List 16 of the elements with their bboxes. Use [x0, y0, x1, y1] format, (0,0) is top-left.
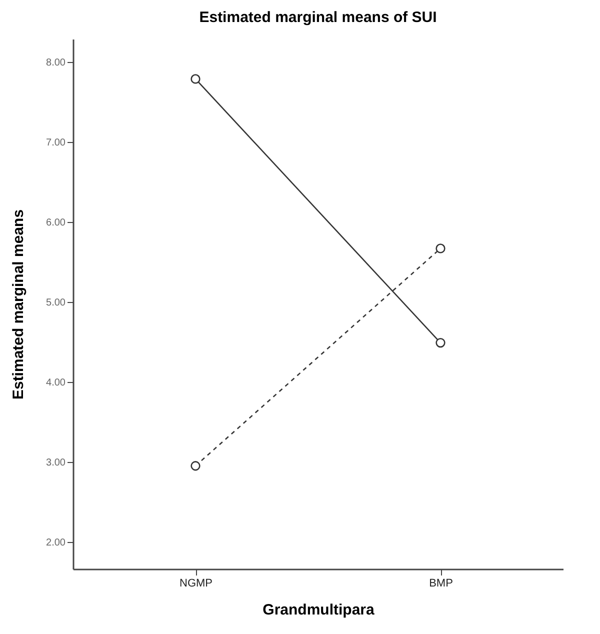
chart-title: Estimated marginal means of SUI [199, 9, 437, 26]
y-tick-label: 8.00 [46, 58, 66, 69]
point [436, 338, 446, 348]
point [190, 74, 200, 84]
y-tick-label: 7.00 [46, 138, 66, 149]
y-tick-label: 2.00 [46, 537, 66, 548]
point [190, 461, 200, 471]
y-axis-title: Estimated marginal means [10, 209, 28, 400]
y-tick-label: 5.00 [46, 298, 66, 308]
x-tick-label: BMP [429, 578, 453, 590]
y-tick-label: 6.00 [46, 218, 66, 229]
y-tick-label: 3.00 [46, 457, 66, 468]
point [436, 244, 446, 254]
x-axis-title: Grandmultipara [262, 602, 375, 618]
x-tick-label: NGMP [180, 578, 212, 590]
y-tick-label: 4.00 [46, 377, 66, 388]
